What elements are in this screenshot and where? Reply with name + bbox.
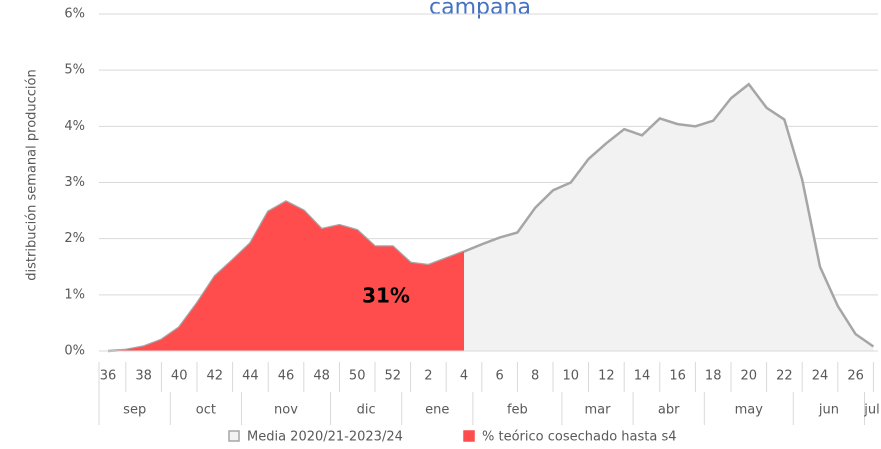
month-label: jun bbox=[818, 403, 839, 418]
annotation: 31% bbox=[362, 284, 410, 308]
x-tick-label: 52 bbox=[385, 369, 402, 384]
y-axis-label: distribución semanal producción bbox=[25, 69, 40, 280]
x-tick-label: 38 bbox=[135, 369, 152, 384]
month-label: sep bbox=[123, 403, 146, 418]
x-tick-label: 40 bbox=[171, 369, 188, 384]
x-tick-label: 2 bbox=[424, 369, 432, 384]
y-tick-label: 4% bbox=[64, 119, 85, 134]
month-label: feb bbox=[507, 403, 528, 418]
x-tick-label: 10 bbox=[563, 369, 580, 384]
month-label: may bbox=[735, 403, 764, 418]
area bbox=[108, 201, 464, 351]
y-tick-label: 2% bbox=[64, 231, 85, 246]
legend-swatch bbox=[228, 430, 240, 442]
x-tick-label: 16 bbox=[669, 369, 686, 384]
x-tick-label: 14 bbox=[634, 369, 651, 384]
chart-title: campaña bbox=[429, 0, 531, 20]
x-tick-label: 8 bbox=[531, 369, 539, 384]
x-tick-label: 6 bbox=[495, 369, 503, 384]
y-tick-label: 5% bbox=[64, 63, 85, 78]
y-tick-label: 1% bbox=[64, 287, 85, 302]
y-tick-label: 3% bbox=[64, 175, 85, 190]
x-tick-label: 24 bbox=[812, 369, 829, 384]
month-label: ene bbox=[425, 403, 449, 418]
legend-label: Media 2020/21-2023/24 bbox=[247, 430, 403, 445]
month-label: abr bbox=[658, 403, 680, 418]
x-tick-label: 50 bbox=[349, 369, 366, 384]
x-tick-label: 18 bbox=[705, 369, 722, 384]
month-label: nov bbox=[274, 403, 298, 418]
legend-swatch bbox=[463, 430, 475, 442]
x-tick-label: 4 bbox=[460, 369, 468, 384]
month-label: jul bbox=[863, 403, 879, 418]
x-tick-label: 22 bbox=[776, 369, 793, 384]
x-tick-label: 20 bbox=[741, 369, 758, 384]
y-tick-label: 0% bbox=[64, 344, 85, 359]
x-tick-label: 46 bbox=[278, 369, 295, 384]
month-label: oct bbox=[196, 403, 216, 418]
x-tick-label: 26 bbox=[847, 369, 864, 384]
x-tick-label: 36 bbox=[100, 369, 117, 384]
x-tick-label: 12 bbox=[598, 369, 615, 384]
y-tick-label: 6% bbox=[64, 7, 85, 22]
legend-label: % teórico cosechado hasta s4 bbox=[482, 430, 677, 445]
line bbox=[107, 82, 875, 353]
x-tick-label: 48 bbox=[313, 369, 330, 384]
month-label: dic bbox=[357, 403, 376, 418]
month-label: mar bbox=[585, 403, 612, 418]
x-tick-label: 42 bbox=[207, 369, 224, 384]
x-tick-label: 44 bbox=[242, 369, 259, 384]
